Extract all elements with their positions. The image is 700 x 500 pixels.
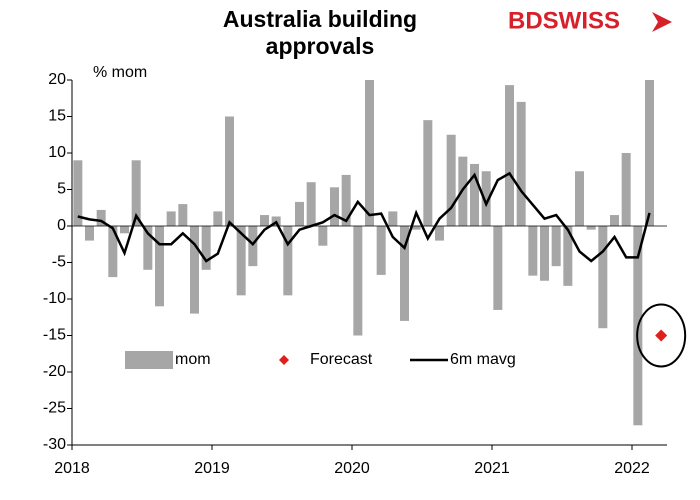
logo: BDSWISS bbox=[508, 7, 620, 34]
bar bbox=[131, 160, 141, 226]
bar bbox=[598, 226, 608, 329]
bar bbox=[330, 187, 339, 226]
y-tick-label: 5 bbox=[57, 181, 66, 198]
bar bbox=[516, 101, 526, 226]
y-tick-label: -15 bbox=[43, 327, 66, 344]
y-tick-label: -25 bbox=[43, 400, 66, 417]
x-tick-label: 2018 bbox=[54, 460, 90, 477]
legend-swatch bbox=[125, 351, 173, 369]
bar bbox=[190, 226, 199, 314]
bar bbox=[411, 226, 421, 230]
bar bbox=[201, 226, 211, 270]
bar bbox=[446, 134, 456, 226]
bar bbox=[353, 226, 363, 336]
bar bbox=[563, 226, 573, 286]
x-tick-label: 2019 bbox=[194, 460, 230, 477]
bar bbox=[318, 226, 328, 246]
line-series bbox=[77, 171, 651, 263]
logo-icon bbox=[652, 12, 672, 32]
bar bbox=[435, 226, 444, 241]
bar bbox=[120, 226, 129, 234]
legend-label: mom bbox=[175, 351, 211, 368]
forecast-marker bbox=[655, 329, 668, 342]
bar bbox=[178, 204, 188, 226]
bar bbox=[295, 201, 304, 226]
bar bbox=[225, 116, 234, 226]
bar bbox=[505, 85, 514, 226]
bar bbox=[400, 226, 409, 321]
bar bbox=[481, 171, 491, 226]
bar bbox=[73, 160, 83, 226]
bar bbox=[155, 226, 164, 307]
plot-area bbox=[73, 80, 668, 426]
y-axis-label: % mom bbox=[93, 64, 147, 81]
legend-swatch bbox=[279, 355, 289, 365]
bar bbox=[260, 215, 269, 226]
bar bbox=[551, 226, 561, 267]
y-tick-label: 0 bbox=[57, 217, 66, 234]
bar bbox=[96, 209, 106, 226]
y-tick-label: -30 bbox=[43, 436, 66, 453]
bar bbox=[143, 226, 153, 270]
bar bbox=[283, 226, 293, 296]
bar bbox=[236, 226, 246, 296]
bar bbox=[645, 80, 654, 226]
y-tick-label: 10 bbox=[48, 144, 66, 161]
chart-title: Australia building approvals bbox=[222, 6, 418, 59]
bar bbox=[470, 163, 479, 226]
bar bbox=[365, 80, 374, 226]
bar bbox=[493, 226, 503, 310]
y-tick-label: 20 bbox=[48, 71, 66, 88]
bar bbox=[306, 182, 316, 226]
bar bbox=[540, 226, 549, 281]
bar bbox=[341, 174, 351, 226]
highlight-circle bbox=[636, 303, 687, 368]
bar bbox=[85, 226, 94, 241]
x-tick-label: 2022 bbox=[614, 460, 650, 477]
legend-label: 6m mavg bbox=[450, 351, 516, 368]
x-tick-label: 2021 bbox=[474, 460, 510, 477]
y-tick-label: -10 bbox=[43, 290, 66, 307]
bar bbox=[586, 226, 596, 230]
bar bbox=[621, 153, 631, 226]
legend-label: Forecast bbox=[310, 351, 373, 368]
bar bbox=[376, 226, 386, 275]
bar bbox=[248, 226, 258, 267]
bar bbox=[528, 226, 538, 276]
x-tick-label: 2020 bbox=[334, 460, 370, 477]
bar bbox=[108, 226, 118, 278]
bar bbox=[575, 171, 584, 226]
bar bbox=[213, 211, 223, 226]
y-tick-label: -5 bbox=[52, 254, 66, 271]
bar bbox=[388, 211, 398, 226]
bar bbox=[423, 120, 433, 226]
y-tick-label: -20 bbox=[43, 363, 66, 380]
bar bbox=[610, 215, 619, 226]
y-tick-label: 15 bbox=[48, 108, 66, 125]
bar bbox=[166, 211, 176, 226]
